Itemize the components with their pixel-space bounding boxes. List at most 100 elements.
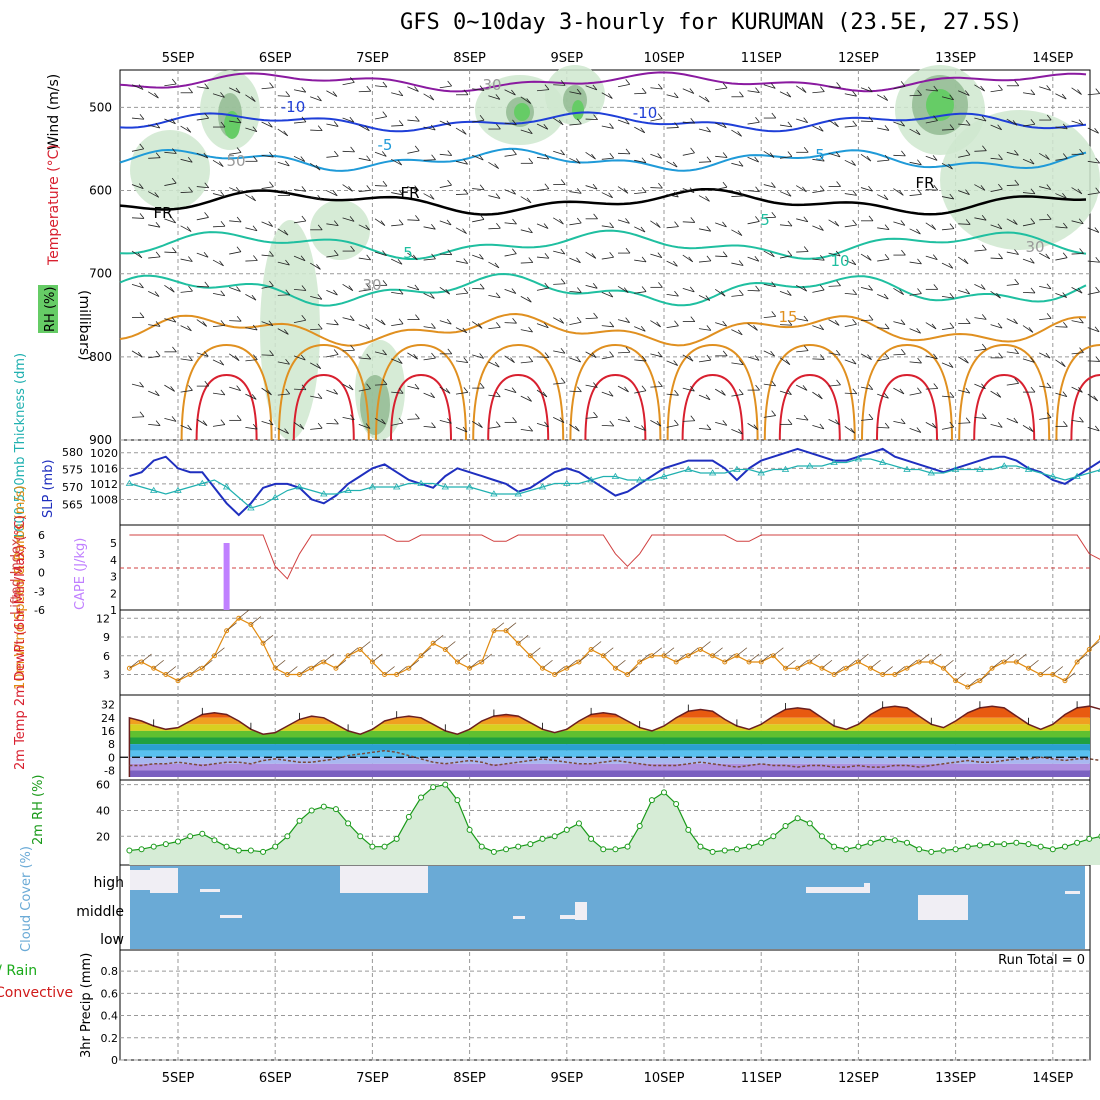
wind-barb-flag bbox=[220, 320, 226, 326]
wind-barb bbox=[180, 325, 192, 332]
wind-barb bbox=[407, 219, 420, 221]
wind-barb bbox=[925, 255, 938, 261]
wind-barb-flag bbox=[1029, 158, 1035, 165]
wind-barb bbox=[569, 191, 582, 194]
wind-barb-flag bbox=[609, 222, 614, 228]
wind-barb-flag bbox=[332, 190, 338, 197]
wind-barb bbox=[796, 318, 809, 322]
wind-barb bbox=[650, 118, 663, 122]
wind-barb-flag bbox=[803, 414, 809, 421]
wind-barb-flag bbox=[365, 125, 370, 132]
wind-barb bbox=[164, 151, 177, 154]
wind-barb bbox=[698, 427, 711, 430]
surface-wind-barb bbox=[177, 672, 189, 682]
wind-barb-flag bbox=[850, 427, 856, 434]
wind-barb bbox=[358, 189, 371, 192]
wind-barb bbox=[844, 93, 857, 97]
wind-barb bbox=[293, 319, 306, 323]
wind-barb-flag bbox=[836, 280, 841, 286]
wind-barb-flag bbox=[334, 150, 339, 157]
wind-barb-flag bbox=[965, 189, 970, 195]
wind-barb bbox=[472, 119, 485, 123]
wind-barb bbox=[277, 261, 290, 266]
contour-label: -10 bbox=[281, 98, 306, 116]
temp-contour-20-loop bbox=[763, 343, 856, 441]
wind-barb bbox=[1022, 92, 1035, 95]
wind-barb-flag bbox=[1013, 318, 1018, 325]
wind-barb-flag bbox=[996, 392, 1002, 398]
slp-tick: 1020 bbox=[90, 447, 118, 460]
wind-barb bbox=[196, 117, 209, 121]
wind-barb-flag bbox=[1094, 326, 1100, 332]
wind-barb-flag bbox=[397, 358, 403, 364]
wind-barb bbox=[407, 86, 419, 92]
surface-wind-barb bbox=[530, 647, 541, 657]
pressure-tick: 800 bbox=[89, 350, 112, 364]
wind-barb-flag bbox=[526, 98, 532, 104]
wind-barb-flag bbox=[1030, 287, 1036, 294]
wind-barb bbox=[245, 359, 258, 362]
wind-barb bbox=[974, 84, 985, 92]
wind-barb-flag bbox=[398, 388, 404, 394]
wind-barb bbox=[844, 292, 857, 295]
wind-barb bbox=[569, 290, 582, 293]
surface-wind-barb bbox=[226, 622, 237, 632]
surface-wind-barb bbox=[894, 666, 906, 675]
wind-barb-flag bbox=[382, 111, 388, 117]
wind-barb-flag bbox=[236, 415, 242, 421]
wind-barb-flag bbox=[965, 387, 971, 394]
wind-barb-flag bbox=[868, 384, 874, 390]
surface-wind-barb bbox=[1052, 666, 1064, 675]
wind-barb bbox=[634, 291, 647, 294]
wind-barb bbox=[391, 422, 404, 426]
wind-barb-flag bbox=[852, 289, 858, 295]
wind-speed-point bbox=[175, 678, 181, 684]
wind-barb-flag bbox=[398, 288, 404, 295]
wind-barb bbox=[229, 120, 242, 124]
wind-speed-point bbox=[333, 665, 339, 671]
wind-speed-point bbox=[211, 653, 217, 659]
wind-barb bbox=[1039, 352, 1051, 359]
wind-barb-flag bbox=[479, 253, 484, 260]
bottom-day-label: 5SEP bbox=[162, 1071, 195, 1086]
wind-barb-flag bbox=[269, 82, 274, 88]
wind-barb-flag bbox=[625, 317, 630, 323]
wind-barb bbox=[277, 228, 289, 236]
wind-barb bbox=[553, 84, 566, 86]
wind-barb-flag bbox=[834, 320, 840, 326]
rh-point bbox=[1074, 839, 1081, 846]
wind-barb-flag bbox=[333, 289, 338, 296]
wind-barb bbox=[925, 189, 938, 191]
wind-barb-flag bbox=[916, 328, 921, 334]
wind-barb-flag bbox=[155, 122, 161, 129]
wind-barb bbox=[617, 418, 630, 423]
rh-point bbox=[916, 846, 923, 853]
wind-barb-flag bbox=[445, 288, 451, 295]
wind-barb-flag bbox=[171, 416, 177, 422]
wind-speed-point bbox=[868, 665, 874, 671]
wind-barb-flag bbox=[656, 420, 662, 427]
surface-wind-barb bbox=[554, 666, 565, 675]
precip-legend-convective: Convective bbox=[0, 985, 73, 1001]
wind-barb-flag bbox=[544, 352, 550, 358]
wind-barb bbox=[958, 154, 971, 158]
rh-tick: 40 bbox=[96, 804, 110, 817]
wind-barb bbox=[893, 321, 906, 325]
wind-barb bbox=[261, 87, 274, 90]
wind-speed-point bbox=[600, 653, 606, 659]
wind-barb-flag bbox=[269, 251, 274, 257]
wind-barb-flag bbox=[350, 77, 355, 83]
wind-speed-point bbox=[904, 665, 910, 671]
wind-barb bbox=[877, 94, 888, 101]
wind-barb bbox=[148, 423, 161, 426]
wind-barb-flag bbox=[720, 290, 726, 297]
wind-barb-flag bbox=[884, 254, 890, 260]
rh-point bbox=[612, 846, 619, 853]
wind-barb bbox=[763, 283, 776, 288]
wind-barb bbox=[293, 155, 305, 162]
wind-barb bbox=[553, 150, 565, 156]
wind-barb-flag bbox=[479, 115, 485, 121]
wind-barb-flag bbox=[932, 155, 938, 161]
wind-barb bbox=[358, 157, 371, 162]
wind-barb-flag bbox=[188, 285, 193, 292]
